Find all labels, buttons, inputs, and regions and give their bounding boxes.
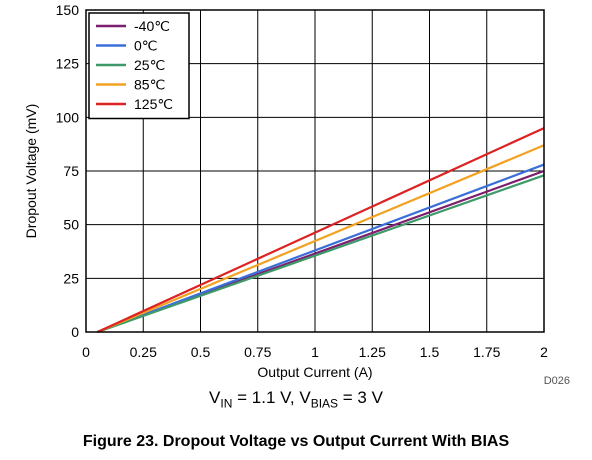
x-tick-label: 2 (540, 344, 548, 360)
x-tick-label: 0 (82, 344, 90, 360)
legend-label: 25℃ (134, 57, 165, 73)
series-line (97, 163, 545, 334)
x-tick-label: 1.5 (420, 344, 440, 360)
vbias-value: = 3 V (338, 388, 383, 407)
x-tick-label: 0.5 (191, 344, 211, 360)
vin-value: = 1.1 V, (232, 388, 300, 407)
series-line (97, 174, 545, 334)
grid (85, 9, 545, 333)
series-lines (96, 127, 545, 334)
dropout-voltage-chart: 0 0.25 0.5 0.75 1 1.25 1.5 1.75 2 0 25 50 75 100 125 1… (23, 2, 570, 387)
x-axis-title: Output Current (A) (257, 364, 372, 380)
legend: -40℃ 0℃ 25℃ 85℃ 125℃ (88, 12, 190, 120)
x-tick-label: 1.75 (473, 344, 500, 360)
y-tick-label: 0 (71, 324, 79, 340)
y-tick-label: 25 (63, 270, 79, 286)
x-axis-ticks: 0 0.25 0.5 0.75 1 1.25 1.5 1.75 2 (82, 344, 548, 360)
y-tick-label: 100 (56, 109, 80, 125)
plot-frame (85, 9, 545, 333)
vin-symbol: V (209, 388, 221, 407)
legend-label: 85℃ (134, 77, 165, 93)
legend-label: 0℃ (134, 38, 158, 54)
figure-caption: Figure 23. Dropout Voltage vs Output Cur… (82, 433, 510, 450)
x-tick-label: 0.25 (130, 344, 157, 360)
y-axis-ticks: 0 25 50 75 100 125 150 (56, 2, 80, 340)
y-tick-label: 150 (56, 2, 80, 18)
x-tick-label: 0.75 (244, 344, 271, 360)
y-tick-label: 125 (56, 56, 80, 72)
vin-subscript: IN (220, 396, 233, 411)
vbias-subscript: BIAS (310, 396, 339, 411)
x-tick-label: 1.25 (359, 344, 386, 360)
vbias-symbol: V (299, 388, 311, 407)
legend-label: -40℃ (134, 18, 170, 34)
y-axis-title: Dropout Voltage (mV) (23, 104, 39, 239)
series-line (97, 144, 545, 334)
series-line (96, 127, 545, 334)
figure-code: D026 (544, 375, 570, 387)
y-tick-label: 50 (63, 217, 79, 233)
y-tick-label: 75 (63, 163, 79, 179)
legend-label: 125℃ (134, 96, 173, 112)
test-conditions: VIN = 1.1 V, VBIAS = 3 V (0, 388, 592, 410)
x-tick-label: 1 (311, 344, 319, 360)
